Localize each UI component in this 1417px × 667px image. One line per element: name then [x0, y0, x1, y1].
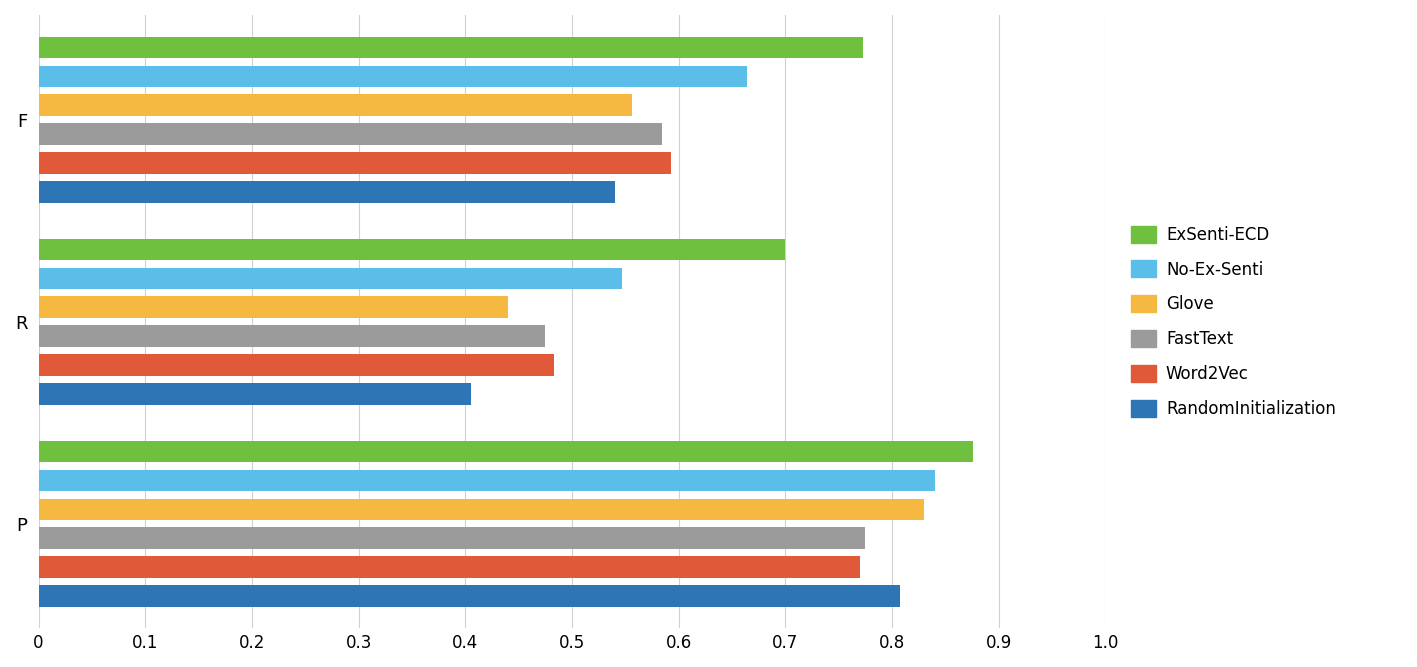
Bar [38, 296, 507, 318]
Bar [38, 585, 900, 607]
Bar [38, 556, 860, 578]
Bar [38, 95, 632, 116]
Bar [38, 239, 785, 260]
Bar [38, 470, 935, 492]
Bar [38, 354, 554, 376]
Bar [38, 325, 546, 347]
Legend: ExSenti-ECD, No-Ex-Senti, Glove, FastText, Word2Vec, RandomInitialization: ExSenti-ECD, No-Ex-Senti, Glove, FastTex… [1124, 219, 1342, 425]
Bar [38, 267, 622, 289]
Bar [38, 65, 747, 87]
Bar [38, 498, 924, 520]
Bar [38, 152, 672, 174]
Bar [38, 528, 866, 549]
Bar [38, 181, 615, 203]
Bar [38, 123, 662, 145]
Bar [38, 37, 863, 58]
Bar [38, 383, 470, 405]
Bar [38, 441, 973, 462]
